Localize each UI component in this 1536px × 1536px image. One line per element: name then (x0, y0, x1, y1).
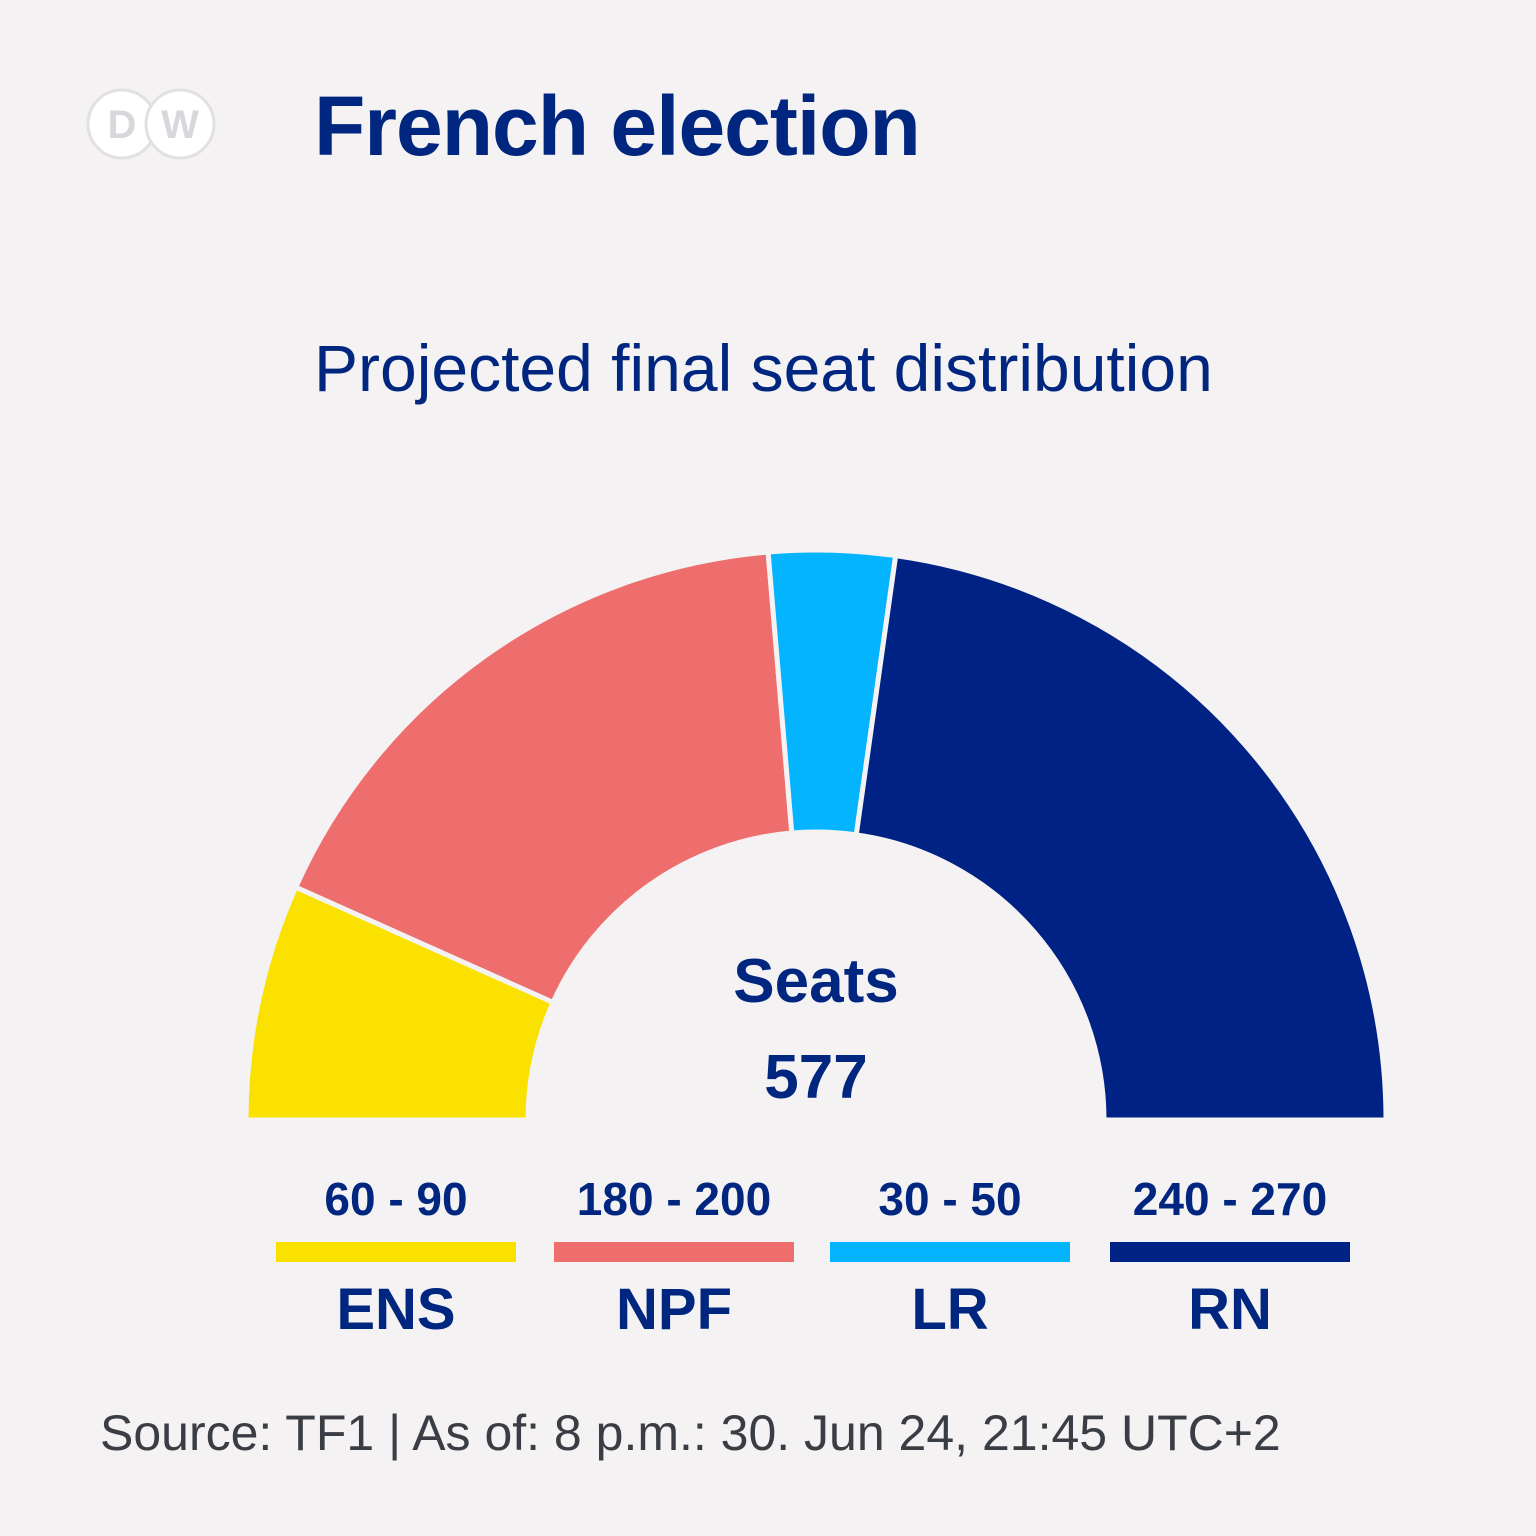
center-seats-label: Seats (733, 947, 898, 1016)
legend-swatch-ens (276, 1242, 516, 1262)
legend-range-lr: 30 - 50 (878, 1173, 1022, 1225)
legend-name-rn: RN (1188, 1277, 1272, 1342)
legend-name-ens: ENS (336, 1277, 456, 1342)
seat-segment-rn (853, 552, 1389, 1123)
svg-text:W: W (161, 103, 199, 147)
legend-swatch-rn (1110, 1242, 1350, 1262)
legend-name-npf: NPF (616, 1277, 732, 1342)
source-note: Source: TF1 | As of: 8 p.m.: 30. Jun 24,… (100, 1405, 1281, 1461)
chart-subtitle: Projected final seat distribution (314, 331, 1213, 405)
center-seats-total: 577 (764, 1043, 867, 1112)
svg-text:D: D (108, 103, 137, 147)
legend-swatch-npf (554, 1242, 794, 1262)
legend-range-npf: 180 - 200 (576, 1173, 772, 1225)
seat-segment-npf (292, 549, 795, 1006)
page-title: French election (314, 79, 921, 173)
legend-swatch-lr (830, 1242, 1070, 1262)
dw-logo: D W (86, 88, 216, 160)
legend-range-ens: 60 - 90 (324, 1173, 468, 1225)
legend-range-rn: 240 - 270 (1132, 1173, 1328, 1225)
legend-name-lr: LR (911, 1277, 989, 1342)
